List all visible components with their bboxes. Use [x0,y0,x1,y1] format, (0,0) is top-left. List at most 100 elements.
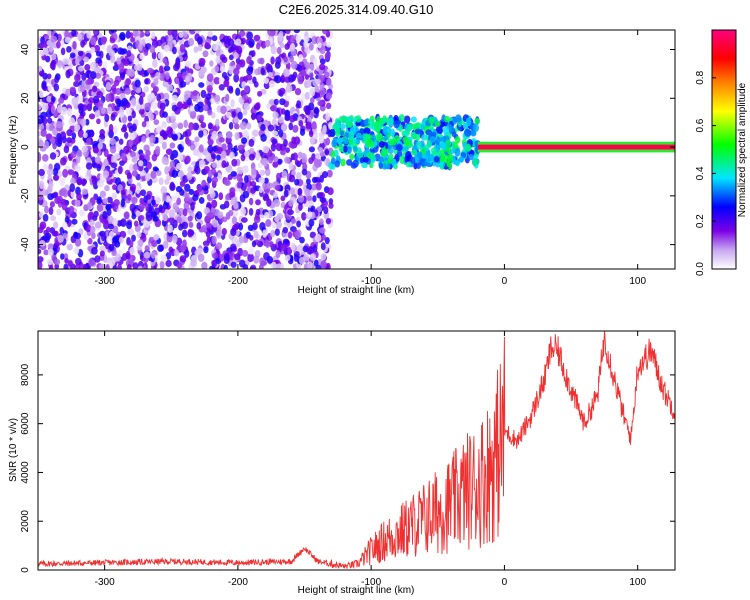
spectrogram-cell [169,181,175,190]
colorbar-label: Normalized spectral amplitude [737,82,748,217]
spectrogram-cell [52,191,59,198]
spectrogram-cell [248,197,254,206]
spectrogram-cell [216,154,221,161]
colorbar-tick-label: 0.4 [695,166,706,180]
spectrogram-cell [151,199,156,206]
spectrogram-cell [90,36,96,46]
spectrogram-cell [310,88,316,97]
spectrogram-cell [176,197,181,206]
spectrogram-cell [340,158,346,167]
spectrogram-cell [327,121,333,130]
spectrogram-cell [305,178,311,185]
spectrogram-cell [58,97,65,104]
spectrogram-cell [192,194,199,202]
spectrogram-cell [38,70,45,77]
spectrogram-cell [452,117,458,125]
spectrogram-cell [62,232,68,239]
spectrogram-cell [150,211,157,218]
spectrogram-cell [126,221,133,230]
spectrogram-y-tick-label: -20 [20,188,31,203]
spectrogram-cell [259,57,265,65]
spectrogram-cell [233,116,239,124]
spectrogram-cell [94,66,101,73]
spectrogram-cell [193,46,199,53]
spectrogram-cell [84,224,92,233]
spectrogram-cell [148,205,154,214]
spectrogram-cell [288,174,296,183]
spectrogram-cell [472,158,478,166]
spectrogram-cell [98,263,106,269]
spectrogram-cell [233,67,240,76]
spectrogram-cell [187,228,193,238]
spectrogram-cell [38,232,41,240]
spectrogram-cell [281,108,286,115]
snr-x-tick-label: 0 [502,577,508,588]
spectrogram-cell [194,30,201,34]
spectrogram-cell [108,129,114,139]
spectrogram-cell [229,151,235,159]
spectrogram-cell [376,133,384,143]
spectrogram-cell [62,221,68,230]
spectrogram-cell [131,213,137,220]
spectrogram-cell [245,231,251,239]
spectrogram-cell [454,147,461,157]
spectrogram-cell [415,132,421,141]
spectrogram-cell [263,177,269,184]
spectrogram-cell [118,111,125,118]
spectrogram-cell [219,66,226,73]
spectrogram-cell [266,182,274,189]
spectrogram-cell [404,145,409,152]
spectrogram-cell [206,73,214,82]
spectrogram-cell [280,149,286,156]
spectrogram-cell [319,197,327,203]
spectrogram-cell [241,249,249,257]
spectrogram-cell [317,42,322,49]
spectrogram-cell [155,145,161,155]
spectrogram-cell [314,159,322,168]
spectrogram-cell [75,155,81,164]
spectrogram-cell [366,138,374,148]
spectrogram-cell [329,128,336,138]
spectrogram-cell [204,42,210,49]
spectrogram-cell [387,157,394,164]
spectrogram-cell [167,224,173,234]
spectrogram-cell [57,234,64,243]
spectrogram-cell [275,56,282,65]
spectrogram-cell [112,236,119,244]
spectrogram-cell [179,244,187,253]
spectrogram-cell [224,93,230,102]
spectrogram-cell [280,243,287,252]
spectrogram-cell [228,121,234,130]
spectrogram-cell [284,156,291,164]
spectrogram-cell [257,90,263,97]
spectrogram-cell [284,95,291,102]
spectrogram-cell [262,182,269,190]
spectrogram-cell [439,160,445,169]
spectrogram-cell [168,246,174,254]
spectrogram-cell [177,122,184,130]
spectrogram-cell [302,245,309,253]
spectrogram-cell [207,145,214,154]
spectrogram-cell [47,193,54,201]
spectrogram-cell [150,101,158,110]
spectrogram-cell [327,187,334,196]
spectrogram-cell [182,208,188,217]
spectrogram-cell [126,45,133,52]
spectrogram-cell [200,89,207,99]
spectrogram-cell [203,104,209,112]
spectrogram-cell [268,80,275,88]
spectrogram-cell [54,258,61,265]
spectrogram-cell [352,145,358,152]
spectrogram-cell [296,64,303,72]
spectrogram-cell [184,249,190,258]
spectrogram-cell [126,172,132,180]
spectrogram-cell [39,180,45,190]
spectrogram-cell [85,162,93,170]
spectrogram-cell [165,259,172,268]
spectrogram-cell [38,239,46,247]
colorbar-ticks: 0.0 0.2 0.4 0.6 0.8 [695,70,716,276]
spectrogram-cell [117,184,123,192]
spectrogram-cell [48,206,54,216]
spectrogram-cell [42,154,49,162]
spectrogram-cell [92,85,98,93]
